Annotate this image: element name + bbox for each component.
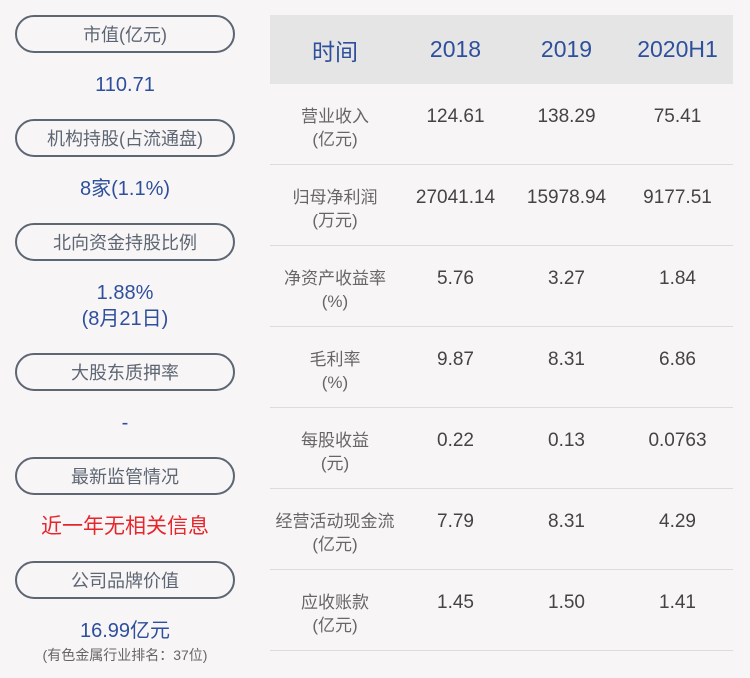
row-label: 归母净利润 (万元) bbox=[270, 165, 400, 232]
cell-2018: 5.76 bbox=[437, 268, 474, 289]
cell-2019: 0.13 bbox=[548, 430, 585, 451]
brand-value-rank-note: (有色金属行业排名：37位) bbox=[42, 647, 208, 663]
cell-2020h1: 9177.51 bbox=[643, 187, 712, 208]
cell-2018: 1.45 bbox=[437, 592, 474, 613]
table-header: 时间 2018 2019 2020H1 bbox=[270, 15, 733, 84]
cell-2020h1: 1.84 bbox=[659, 268, 696, 289]
table-row: 归母净利润 (万元) 27041.14 15978.94 9177.51 bbox=[270, 165, 733, 246]
row-label: 净资产收益率 (%) bbox=[270, 246, 400, 313]
cell-2018: 0.22 bbox=[437, 430, 474, 451]
cell-2020h1: 1.41 bbox=[659, 592, 696, 613]
cell-2019: 1.50 bbox=[548, 592, 585, 613]
metric-name: 归母净利润 bbox=[292, 188, 378, 207]
header-2020h1: 2020H1 bbox=[637, 36, 718, 62]
metric-unit: (亿元) bbox=[312, 535, 358, 554]
northbound-ratio-label: 北向资金持股比例 bbox=[15, 223, 235, 261]
metric-name: 营业收入 bbox=[301, 107, 369, 126]
row-label: 每股收益 (元) bbox=[270, 408, 400, 475]
cell-2018: 7.79 bbox=[437, 511, 474, 532]
table-row: 净资产收益率 (%) 5.76 3.27 1.84 bbox=[270, 246, 733, 327]
pledge-ratio-label: 大股东质押率 bbox=[15, 353, 235, 391]
cell-2020h1: 75.41 bbox=[653, 106, 702, 127]
regulatory-status-value: 近一年无相关信息 bbox=[41, 515, 209, 538]
cell-2019: 3.27 bbox=[548, 268, 585, 289]
metric-unit: (元) bbox=[320, 454, 350, 473]
cell-2018: 124.61 bbox=[426, 106, 485, 127]
cell-2019: 15978.94 bbox=[526, 187, 607, 208]
header-2018: 2018 bbox=[429, 36, 482, 62]
table-row: 毛利率 (%) 9.87 8.31 6.86 bbox=[270, 327, 733, 408]
metric-name: 净资产收益率 bbox=[284, 269, 386, 288]
cell-2019: 138.29 bbox=[537, 106, 596, 127]
header-2019: 2019 bbox=[540, 36, 593, 62]
table-row: 应收账款 (亿元) 1.45 1.50 1.41 bbox=[270, 570, 733, 651]
cell-2020h1: 0.0763 bbox=[648, 430, 707, 451]
pledge-ratio-value: - bbox=[121, 412, 129, 434]
institutional-holding-value: 8家(1.1%) bbox=[79, 178, 171, 200]
market-cap-label: 市值(亿元) bbox=[15, 15, 235, 53]
metric-unit: (%) bbox=[321, 373, 349, 392]
row-label: 营业收入 (亿元) bbox=[270, 84, 400, 151]
metric-unit: (%) bbox=[321, 292, 349, 311]
label-text: 北向资金持股比例 bbox=[53, 233, 197, 253]
table-row: 营业收入 (亿元) 124.61 138.29 75.41 bbox=[270, 84, 733, 165]
table-row: 每股收益 (元) 0.22 0.13 0.0763 bbox=[270, 408, 733, 489]
header-time: 时间 bbox=[312, 38, 358, 65]
label-text: 最新监管情况 bbox=[71, 467, 179, 487]
label-text: 机构持股(占流通盘) bbox=[47, 129, 203, 149]
financial-table: 时间 2018 2019 2020H1 营业收入 (亿元) 124.61 138.… bbox=[270, 15, 733, 651]
market-cap-value: 110.71 bbox=[95, 74, 155, 96]
cell-2019: 8.31 bbox=[548, 511, 585, 532]
cell-2018: 27041.14 bbox=[415, 187, 496, 208]
row-label: 毛利率 (%) bbox=[270, 327, 400, 394]
northbound-ratio-date: (8月21日) bbox=[81, 308, 169, 330]
institutional-holding-label: 机构持股(占流通盘) bbox=[15, 119, 235, 157]
metric-unit: (亿元) bbox=[312, 130, 358, 149]
row-label: 应收账款 (亿元) bbox=[270, 570, 400, 637]
cell-2019: 8.31 bbox=[548, 349, 585, 370]
label-text: 公司品牌价值 bbox=[71, 571, 179, 591]
regulatory-status-label: 最新监管情况 bbox=[15, 457, 235, 495]
cell-2020h1: 6.86 bbox=[659, 349, 696, 370]
row-label: 经营活动现金流 (亿元) bbox=[270, 489, 400, 556]
metric-unit: (万元) bbox=[312, 211, 358, 230]
brand-value-label: 公司品牌价值 bbox=[15, 561, 235, 599]
cell-2018: 9.87 bbox=[437, 349, 474, 370]
brand-value-value: 16.99亿元 bbox=[79, 620, 171, 642]
metric-unit: (亿元) bbox=[312, 616, 358, 635]
label-text: 大股东质押率 bbox=[71, 363, 179, 383]
label-text: 市值(亿元) bbox=[83, 25, 167, 45]
cell-2020h1: 4.29 bbox=[659, 511, 696, 532]
table-row: 经营活动现金流 (亿元) 7.79 8.31 4.29 bbox=[270, 489, 733, 570]
metric-name: 应收账款 bbox=[301, 593, 369, 612]
metric-name: 每股收益 bbox=[301, 431, 369, 450]
northbound-ratio-value: 1.88% bbox=[96, 282, 154, 304]
metric-name: 经营活动现金流 bbox=[275, 512, 395, 531]
metric-name: 毛利率 bbox=[309, 350, 361, 369]
